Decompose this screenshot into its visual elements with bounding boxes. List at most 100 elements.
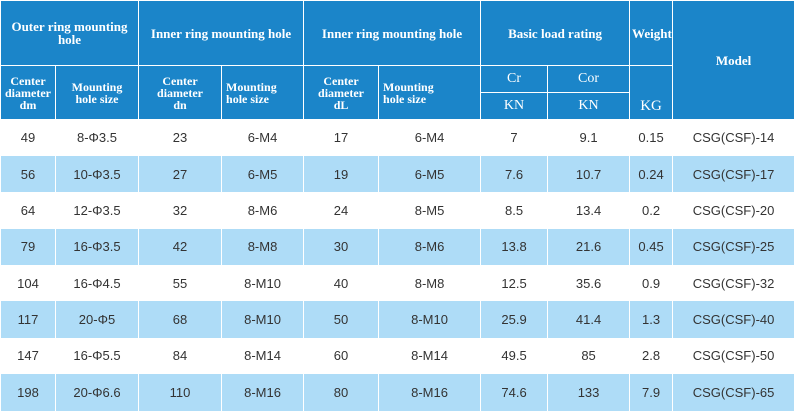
header-center-diameter-dn: Center diameter dn xyxy=(138,65,223,120)
cell-weight: 0.24 xyxy=(629,155,674,193)
cell-outer-hole-size: 16-Φ4.5 xyxy=(54,265,140,302)
cell-center-diameter-dl: 19 xyxy=(303,155,380,193)
cell-cor: 21.6 xyxy=(547,228,631,265)
cell-outer-hole-size: 16-Φ3.5 xyxy=(54,228,140,265)
cell-inner-hole-size-2: 8-M14 xyxy=(378,337,482,375)
header-inner-hole-size-2-line1: Mounting xyxy=(383,79,434,94)
cell-center-diameter-dn: 68 xyxy=(138,301,223,338)
cell-inner-hole-size: 8-M16 xyxy=(221,374,305,411)
cell-center-diameter-dl: 50 xyxy=(303,301,380,338)
header-center-dn-line1: Center diameter xyxy=(157,73,203,100)
header-center-dm-line1: Center xyxy=(10,73,46,88)
cell-center-diameter-dm: 64 xyxy=(0,192,56,229)
cell-cor: 13.4 xyxy=(547,192,631,229)
header-inner-hole-size-line1: Mounting xyxy=(226,79,277,94)
cell-inner-hole-size: 8-M10 xyxy=(221,265,305,302)
cell-outer-hole-size: 20-Φ6.6 xyxy=(54,374,140,411)
cell-inner-hole-size-2: 8-M6 xyxy=(378,228,482,265)
cell-model: CSG(CSF)-25 xyxy=(672,228,794,265)
header-cor: Cor xyxy=(547,65,631,93)
cell-weight: 7.9 xyxy=(629,374,674,411)
table-row: 117 20-Φ5 68 8-M10 50 8-M10 25.9 41.4 1.3 CSG(CSF… xyxy=(0,301,794,338)
cell-inner-hole-size-2: 6-M4 xyxy=(378,119,482,156)
cell-center-diameter-dm: 104 xyxy=(0,265,56,302)
table-row: 56 10-Φ3.5 27 6-M5 19 6-M5 7.6 10.7 0.24 CSG(CSF)… xyxy=(0,155,794,193)
cell-model: CSG(CSF)-65 xyxy=(672,374,794,411)
cell-weight: 0.2 xyxy=(629,192,674,229)
cell-center-diameter-dn: 42 xyxy=(138,228,223,265)
cell-cr: 7.6 xyxy=(480,155,549,193)
header-inner-hole-size-2-line2: hole size xyxy=(383,91,427,106)
cell-inner-hole-size: 6-M4 xyxy=(221,119,305,156)
header-weight: Weight xyxy=(629,0,674,66)
cell-model: CSG(CSF)-17 xyxy=(672,155,794,193)
header-center-dl-line1: Center xyxy=(323,73,359,88)
header-center-dl-line3: dL xyxy=(333,97,349,112)
header-center-diameter-dm: Center diameter dm xyxy=(0,65,56,120)
cell-inner-hole-size: 8-M10 xyxy=(221,301,305,338)
cell-cor: 9.1 xyxy=(547,119,631,156)
header-weight-unit: KG xyxy=(629,92,674,120)
cell-center-diameter-dl: 40 xyxy=(303,265,380,302)
cell-center-diameter-dm: 79 xyxy=(0,228,56,265)
cell-center-diameter-dm: 117 xyxy=(0,301,56,338)
table-row: 64 12-Φ3.5 32 8-M6 24 8-M5 8.5 13.4 0.2 CSG(CSF)-… xyxy=(0,192,794,229)
cell-cr: 12.5 xyxy=(480,265,549,302)
cell-inner-hole-size-2: 8-M8 xyxy=(378,265,482,302)
cell-cor: 35.6 xyxy=(547,265,631,302)
cell-outer-hole-size: 20-Φ5 xyxy=(54,301,140,338)
cell-weight: 2.8 xyxy=(629,337,674,375)
cell-cor: 10.7 xyxy=(547,155,631,193)
header-outer-hole-size-line1: Mounting xyxy=(71,79,123,94)
cell-center-diameter-dl: 17 xyxy=(303,119,380,156)
header-outer-hole-size: Mounting hole size xyxy=(54,65,140,120)
cell-inner-hole-size: 6-M5 xyxy=(221,155,305,193)
cell-center-diameter-dm: 198 xyxy=(0,374,56,411)
cell-cor: 41.4 xyxy=(547,301,631,338)
header-inner-hole-size-line2: hole size xyxy=(226,91,270,106)
cell-inner-hole-size: 8-M8 xyxy=(221,228,305,265)
cell-model: CSG(CSF)-40 xyxy=(672,301,794,338)
cell-model: CSG(CSF)-20 xyxy=(672,192,794,229)
cell-cor: 133 xyxy=(547,374,631,411)
cell-outer-hole-size: 16-Φ5.5 xyxy=(54,337,140,375)
cell-center-diameter-dm: 147 xyxy=(0,337,56,375)
cell-cr: 74.6 xyxy=(480,374,549,411)
table-row: 79 16-Φ3.5 42 8-M8 30 8-M6 13.8 21.6 0.45 CSG(CSF… xyxy=(0,228,794,265)
cell-inner-hole-size: 8-M14 xyxy=(221,337,305,375)
cell-center-diameter-dm: 49 xyxy=(0,119,56,156)
cell-model: CSG(CSF)-50 xyxy=(672,337,794,375)
header-center-dn-line2: dn xyxy=(173,97,187,112)
cell-inner-hole-size-2: 8-M16 xyxy=(378,374,482,411)
cell-weight: 0.45 xyxy=(629,228,674,265)
cell-center-diameter-dl: 60 xyxy=(303,337,380,375)
cell-center-diameter-dm: 56 xyxy=(0,155,56,193)
cell-cr: 13.8 xyxy=(480,228,549,265)
header-inner-ring-mounting-hole: Inner ring mounting hole xyxy=(138,0,305,66)
header-cr-unit: KN xyxy=(480,92,549,120)
cell-center-diameter-dn: 23 xyxy=(138,119,223,156)
header-basic-load-rating: Basic load rating xyxy=(480,0,631,66)
cell-cr: 8.5 xyxy=(480,192,549,229)
cell-cr: 25.9 xyxy=(480,301,549,338)
header-weight-spacer xyxy=(629,65,674,93)
header-center-dm-line2: diameter xyxy=(5,85,51,100)
header-cr: Cr xyxy=(480,65,549,93)
cell-weight: 1.3 xyxy=(629,301,674,338)
header-inner-ring-mounting-hole-2: Inner ring mounting hole xyxy=(303,0,482,66)
cell-outer-hole-size: 12-Φ3.5 xyxy=(54,192,140,229)
header-model: Model xyxy=(672,0,794,120)
table-row: 104 16-Φ4.5 55 8-M10 40 8-M8 12.5 35.6 0.9 CSG(CS… xyxy=(0,265,794,302)
cell-center-diameter-dn: 32 xyxy=(138,192,223,229)
table-row: 147 16-Φ5.5 84 8-M14 60 8-M14 49.5 85 2.8 CSG(CSF… xyxy=(0,337,794,375)
cell-center-diameter-dn: 27 xyxy=(138,155,223,193)
header-inner-hole-size-2: Mounting hole size xyxy=(378,65,482,120)
cell-weight: 0.9 xyxy=(629,265,674,302)
cell-weight: 0.15 xyxy=(629,119,674,156)
cell-outer-hole-size: 10-Φ3.5 xyxy=(54,155,140,193)
cell-center-diameter-dl: 24 xyxy=(303,192,380,229)
header-outer-hole-size-line2: hole size xyxy=(75,91,119,106)
cell-center-diameter-dl: 30 xyxy=(303,228,380,265)
header-inner-hole-size: Mounting hole size xyxy=(221,65,305,120)
cell-center-diameter-dn: 110 xyxy=(138,374,223,411)
